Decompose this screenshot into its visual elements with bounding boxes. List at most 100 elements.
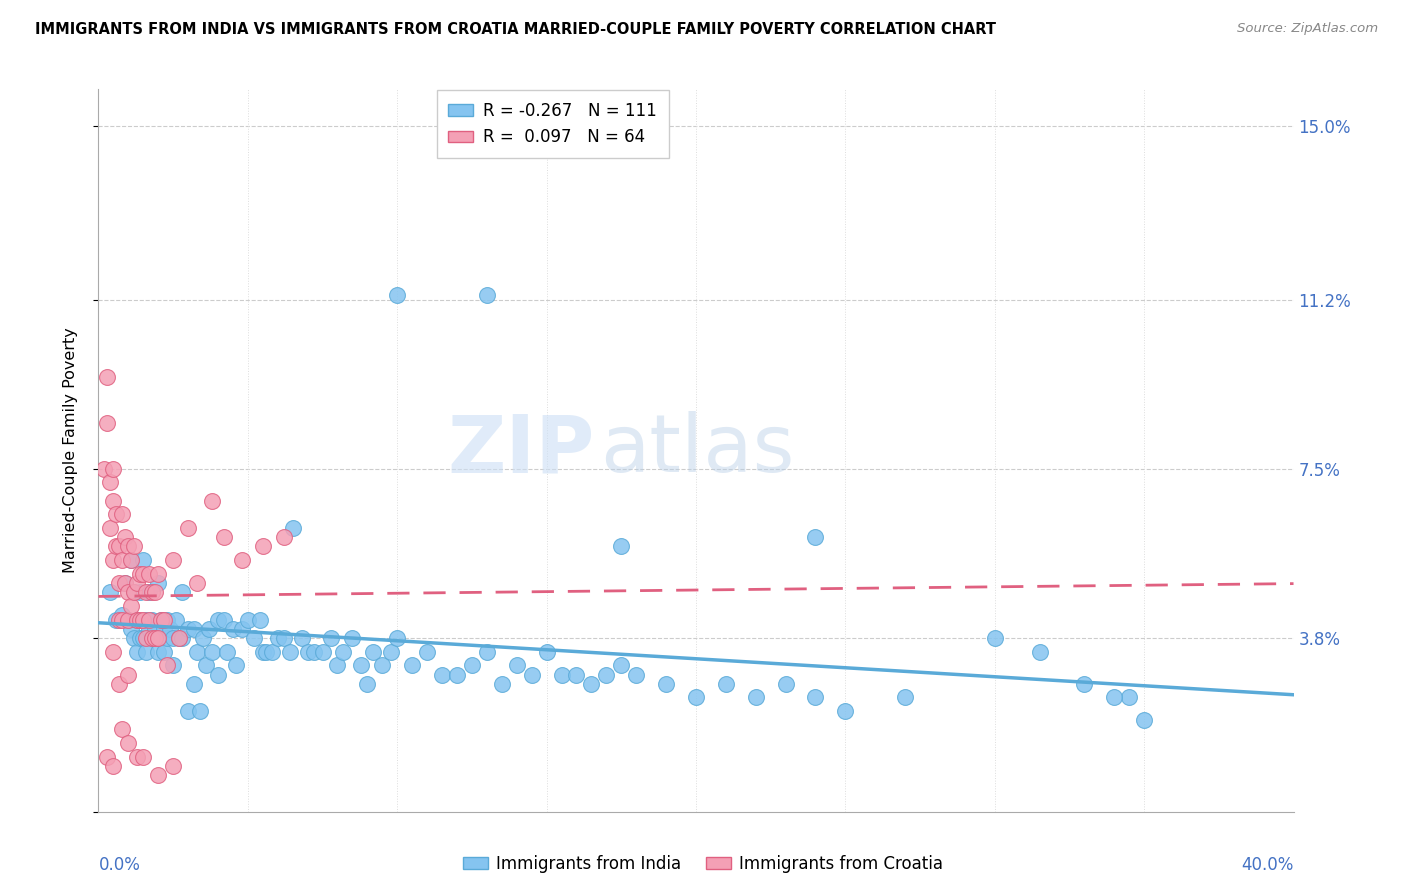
Point — [461, 658, 484, 673]
Point — [446, 667, 468, 681]
Point — [183, 676, 205, 690]
Point — [141, 585, 163, 599]
Point — [103, 462, 125, 476]
Point — [475, 288, 498, 302]
Text: 0.0%: 0.0% — [98, 855, 141, 873]
Point — [98, 475, 122, 490]
Point — [222, 622, 245, 636]
Point — [103, 759, 125, 773]
Point — [141, 613, 163, 627]
Point — [156, 658, 179, 673]
Point — [153, 645, 176, 659]
Point — [714, 676, 737, 690]
Point — [430, 667, 453, 681]
Point — [342, 631, 364, 645]
Point — [129, 566, 152, 581]
Point — [212, 613, 235, 627]
Point — [127, 613, 149, 627]
Point — [138, 622, 160, 636]
Point — [135, 613, 157, 627]
Point — [183, 622, 205, 636]
Point — [201, 645, 224, 659]
Point — [114, 576, 136, 591]
Point — [148, 566, 170, 581]
Point — [98, 521, 122, 535]
Point — [148, 768, 170, 782]
Point — [141, 631, 163, 645]
Text: ZIP: ZIP — [447, 411, 595, 490]
Point — [167, 631, 190, 645]
Point — [984, 631, 1007, 645]
Point — [380, 645, 402, 659]
Point — [401, 658, 423, 673]
Text: IMMIGRANTS FROM INDIA VS IMMIGRANTS FROM CROATIA MARRIED-COUPLE FAMILY POVERTY C: IMMIGRANTS FROM INDIA VS IMMIGRANTS FROM… — [35, 22, 995, 37]
Point — [311, 645, 333, 659]
Point — [550, 667, 572, 681]
Point — [172, 631, 194, 645]
Point — [108, 613, 131, 627]
Point — [201, 493, 224, 508]
Point — [111, 723, 134, 737]
Legend: R = -0.267   N = 111, R =  0.097   N = 64: R = -0.267 N = 111, R = 0.097 N = 64 — [436, 90, 669, 158]
Point — [231, 622, 253, 636]
Point — [775, 676, 797, 690]
Point — [132, 613, 155, 627]
Point — [117, 613, 139, 627]
Point — [153, 622, 176, 636]
Point — [148, 576, 170, 591]
Point — [610, 658, 633, 673]
Point — [156, 613, 179, 627]
Point — [356, 676, 378, 690]
Point — [93, 462, 115, 476]
Point — [186, 576, 208, 591]
Point — [105, 540, 128, 554]
Point — [278, 645, 301, 659]
Point — [124, 585, 146, 599]
Point — [198, 622, 221, 636]
Point — [108, 676, 131, 690]
Point — [138, 585, 160, 599]
Point — [252, 645, 274, 659]
Point — [138, 613, 160, 627]
Point — [111, 613, 134, 627]
Point — [536, 645, 558, 659]
Point — [127, 576, 149, 591]
Point — [105, 508, 128, 522]
Point — [894, 690, 917, 705]
Point — [132, 749, 155, 764]
Point — [111, 608, 134, 623]
Point — [350, 658, 373, 673]
Point — [105, 613, 128, 627]
Point — [96, 416, 118, 430]
Point — [117, 585, 139, 599]
Point — [297, 645, 319, 659]
Point — [1028, 645, 1050, 659]
Point — [581, 676, 603, 690]
Point — [626, 667, 648, 681]
Point — [117, 613, 139, 627]
Point — [141, 631, 163, 645]
Point — [1133, 713, 1156, 727]
Point — [108, 576, 131, 591]
Point — [103, 645, 125, 659]
Point — [162, 553, 184, 567]
Point — [236, 613, 259, 627]
Point — [135, 645, 157, 659]
Point — [150, 613, 173, 627]
Point — [260, 645, 283, 659]
Point — [231, 553, 253, 567]
Point — [120, 553, 142, 567]
Point — [385, 631, 409, 645]
Point — [117, 667, 139, 681]
Point — [273, 631, 295, 645]
Point — [117, 736, 139, 750]
Point — [103, 553, 125, 567]
Point — [143, 631, 166, 645]
Point — [188, 704, 211, 718]
Point — [132, 566, 155, 581]
Point — [186, 645, 208, 659]
Point — [834, 704, 856, 718]
Legend: Immigrants from India, Immigrants from Croatia: Immigrants from India, Immigrants from C… — [456, 848, 950, 880]
Point — [291, 631, 314, 645]
Point — [124, 631, 146, 645]
